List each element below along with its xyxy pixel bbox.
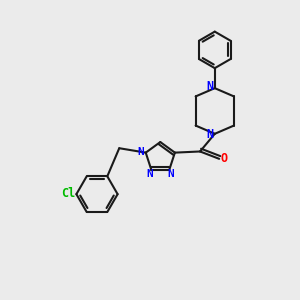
Text: N: N <box>167 169 174 179</box>
Text: N: N <box>207 128 214 142</box>
Text: O: O <box>220 152 228 165</box>
Text: N: N <box>207 80 214 94</box>
Text: N: N <box>146 169 153 179</box>
Text: Cl: Cl <box>61 187 76 200</box>
Text: N: N <box>138 147 144 157</box>
